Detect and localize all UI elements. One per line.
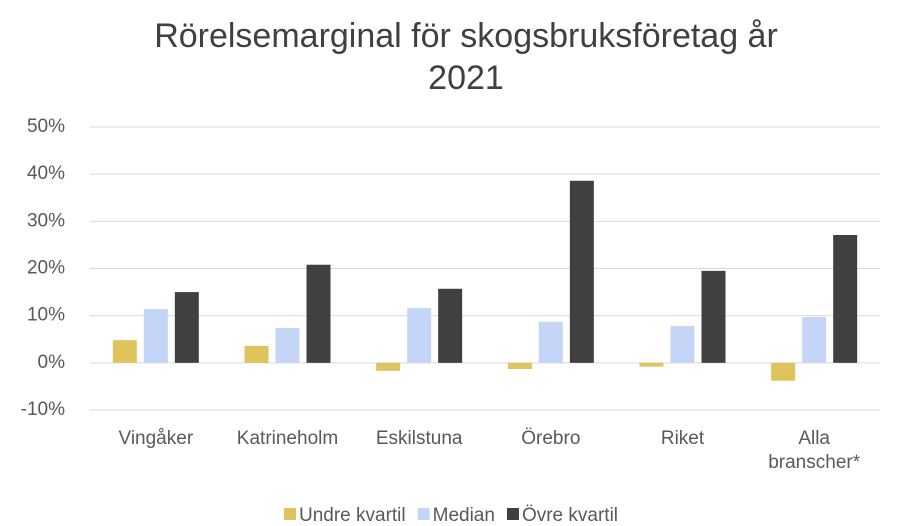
y-tick-label: 50% (27, 116, 65, 137)
bar (112, 340, 137, 363)
bar (569, 180, 594, 363)
x-tick-label: Vingåker (119, 428, 194, 449)
legend: Undre kvartil Median Övre kvartil (283, 505, 618, 526)
y-tick-label: 0% (38, 352, 66, 373)
bar (670, 326, 695, 363)
x-tick-label: Örebro (521, 428, 580, 449)
bar (771, 362, 796, 381)
bar (174, 292, 199, 363)
legend-swatch (283, 508, 296, 520)
y-tick-label: 10% (27, 305, 65, 326)
bar (244, 345, 269, 363)
legend-swatch (417, 508, 430, 520)
bar (143, 309, 168, 363)
bar (507, 362, 532, 369)
y-tick-label: 40% (27, 163, 65, 184)
x-tick-label: Eskilstuna (376, 428, 463, 449)
bar (306, 264, 331, 363)
legend-label: Undre kvartil (299, 505, 406, 526)
y-tick-label: 20% (27, 258, 65, 279)
bar (275, 327, 300, 363)
x-tick-label: Riket (661, 428, 705, 449)
chart-title: Rörelsemarginal för skogsbruksföretag år… (154, 17, 778, 97)
bar (376, 362, 401, 371)
bar (802, 317, 827, 363)
y-tick-label: 30% (27, 210, 65, 231)
bar (639, 362, 664, 367)
legend-label: Median (433, 505, 495, 526)
bar (538, 321, 563, 363)
bar (833, 235, 858, 363)
bar (407, 308, 432, 363)
bar (438, 288, 463, 363)
x-tick-label: Alla branscher* (768, 428, 860, 473)
bar (701, 270, 726, 363)
legend-label: Övre kvartil (522, 505, 618, 526)
y-tick-label: -10% (21, 399, 65, 420)
legend-swatch (506, 508, 519, 520)
x-tick-label: Katrineholm (237, 428, 338, 449)
